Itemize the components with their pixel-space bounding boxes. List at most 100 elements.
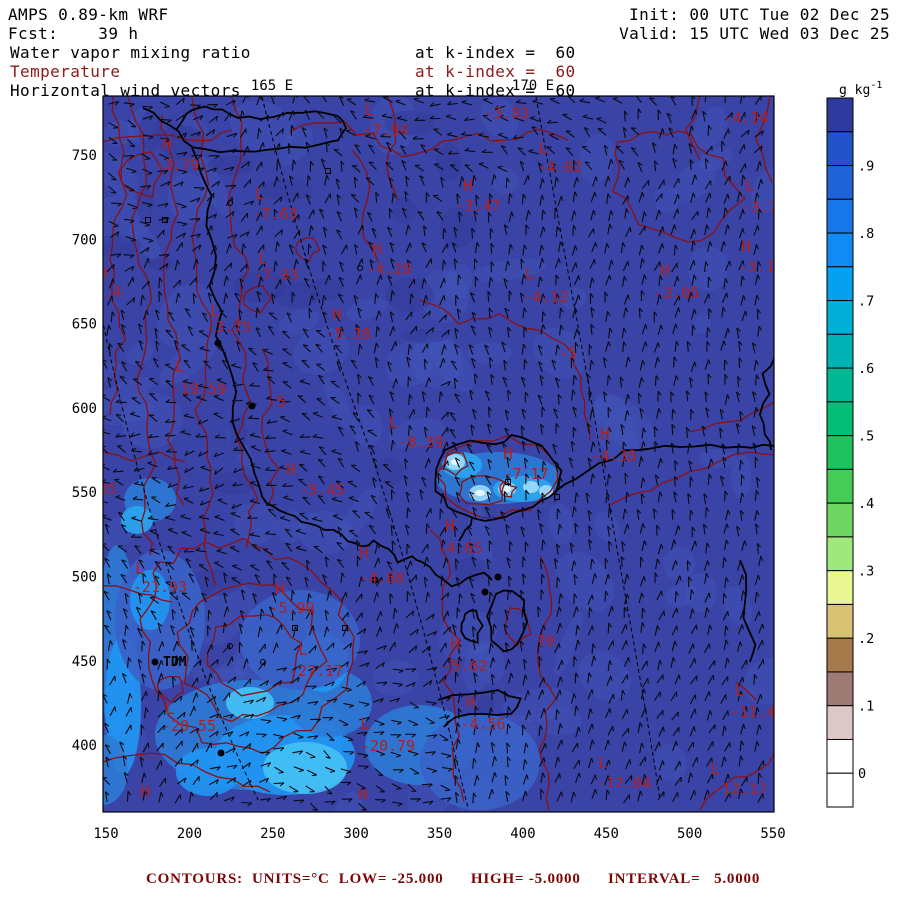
svg-text:-3.83: -3.83 <box>484 104 529 122</box>
svg-text:L: L <box>165 699 175 718</box>
layer-label-wind: Horizontal wind vectors <box>10 81 241 100</box>
svg-text:-7.94: -7.94 <box>363 121 408 139</box>
svg-text:L: L <box>175 357 185 376</box>
forecast-hour: Fcst: 39 h <box>8 24 139 43</box>
svg-text:L: L <box>745 176 755 195</box>
wind-barbs <box>103 96 765 811</box>
svg-text:-4.68: -4.68 <box>359 569 404 587</box>
svg-text:.2: .2 <box>858 631 874 647</box>
svg-text:-5.62: -5.62 <box>442 657 487 675</box>
svg-text:200: 200 <box>177 826 202 842</box>
svg-text:H: H <box>450 634 460 653</box>
svg-text:-3.47: -3.47 <box>455 197 500 215</box>
svg-text:L: L <box>365 100 375 119</box>
svg-text:300: 300 <box>343 826 368 842</box>
svg-text:-4.62: -4.62 <box>537 158 582 176</box>
svg-text:500: 500 <box>677 826 702 842</box>
svg-text:250: 250 <box>260 826 285 842</box>
svg-text:-3.7: -3.7 <box>742 198 778 216</box>
svg-text:-21.93: -21.93 <box>133 578 187 596</box>
svg-text:H: H <box>332 305 342 324</box>
svg-text:H: H <box>463 176 473 195</box>
svg-text:-4.65: -4.65 <box>437 539 482 557</box>
svg-text:H: H <box>466 693 476 712</box>
svg-text:-5.38: -5.38 <box>325 325 370 343</box>
svg-text:-5.45: -5.45 <box>299 481 344 499</box>
svg-text:.4: .4 <box>858 496 874 512</box>
svg-text:L: L <box>135 559 145 578</box>
svg-text:-4.12: -4.12 <box>523 288 568 306</box>
svg-text:H: H <box>275 579 285 598</box>
svg-text:-12.04: -12.04 <box>597 774 651 792</box>
svg-text:H: H <box>600 424 610 443</box>
svg-text:L: L <box>538 138 548 157</box>
svg-text:L: L <box>598 753 608 772</box>
svg-text:L: L <box>255 184 265 203</box>
valid-time: Valid: 15 UTC Wed 03 Dec 25 <box>619 24 890 43</box>
svg-text:.1: .1 <box>858 699 874 715</box>
svg-text:-12.17: -12.17 <box>713 780 767 798</box>
svg-text:TDM: TDM <box>163 655 187 670</box>
svg-text:350: 350 <box>427 826 452 842</box>
map-canvas: L-7.94H-3.79L-7.63H-4.29L-7.93H-5.38L-3.… <box>72 78 883 842</box>
svg-text:450: 450 <box>594 826 619 842</box>
svg-text:700: 700 <box>72 232 97 248</box>
svg-text:H: H <box>372 239 382 258</box>
svg-text:L: L <box>298 640 308 659</box>
svg-text:-11.4: -11.4 <box>730 703 775 721</box>
layer-level-temperature: at k-index = 60 <box>415 62 576 81</box>
svg-text:-4.56: -4.56 <box>460 715 505 733</box>
svg-text:L: L <box>710 759 720 778</box>
model-title: AMPS 0.89-km WRF <box>8 5 169 24</box>
svg-text:-5: -5 <box>268 393 286 411</box>
svg-text:-4.38: -4.38 <box>591 447 636 465</box>
svg-text:L: L <box>389 413 399 432</box>
svg-text:-27.17: -27.17 <box>289 662 343 680</box>
svg-text:H: H <box>162 135 172 154</box>
svg-text:H: H <box>286 460 296 479</box>
init-time: Init: 00 UTC Tue 02 Dec 25 <box>629 5 890 24</box>
svg-text:H: H <box>445 516 455 535</box>
svg-text:-20.55: -20.55 <box>162 717 216 735</box>
svg-text:550: 550 <box>72 485 97 501</box>
svg-text:g kg-1: g kg-1 <box>839 80 882 98</box>
layer-level-vapor: at k-index = 60 <box>415 43 576 62</box>
svg-text:H: H <box>503 444 513 463</box>
svg-text:-4.29: -4.29 <box>366 260 411 278</box>
svg-text:.5: .5 <box>858 429 874 445</box>
svg-text:.8: .8 <box>858 226 874 242</box>
svg-text:L: L <box>735 681 745 700</box>
svg-text:.7: .7 <box>858 294 874 310</box>
svg-text:400: 400 <box>510 826 535 842</box>
svg-text:.6: .6 <box>858 361 874 377</box>
contour-info-line: CONTOURS: UNITS=°C LOW= -25.000 HIGH= -5… <box>146 871 761 887</box>
svg-text:-7.17: -7.17 <box>503 465 548 483</box>
svg-text:150: 150 <box>93 826 118 842</box>
svg-text:-7.93: -7.93 <box>253 266 298 284</box>
svg-text:H: H <box>358 785 368 804</box>
layer-label-vapor: Water vapor mixing ratio <box>10 43 251 62</box>
layer-level-wind: at k-index = 60 <box>415 81 576 100</box>
svg-text:-19.59: -19.59 <box>172 380 226 398</box>
svg-text:H: H <box>359 543 369 562</box>
svg-text:H: H <box>98 263 108 282</box>
svg-text:H: H <box>741 237 751 256</box>
svg-text:L: L <box>360 714 370 733</box>
svg-text:650: 650 <box>72 317 97 333</box>
svg-text:-3.1: -3.1 <box>739 258 775 276</box>
svg-text:-7.63: -7.63 <box>252 205 297 223</box>
svg-text:35: 35 <box>99 480 117 498</box>
svg-text:500: 500 <box>72 570 97 586</box>
svg-text:L: L <box>525 264 535 283</box>
svg-text:400: 400 <box>72 738 97 754</box>
svg-text:165 E: 165 E <box>251 78 293 94</box>
svg-text:0: 0 <box>858 766 866 782</box>
svg-text:450: 450 <box>72 654 97 670</box>
svg-text:-3.75: -3.75 <box>206 318 251 336</box>
svg-text:-5.99: -5.99 <box>269 599 314 617</box>
layer-label-temperature: Temperature <box>10 62 121 81</box>
svg-text:L: L <box>210 301 220 320</box>
svg-text:750: 750 <box>72 148 97 164</box>
svg-text:L: L <box>258 249 268 268</box>
